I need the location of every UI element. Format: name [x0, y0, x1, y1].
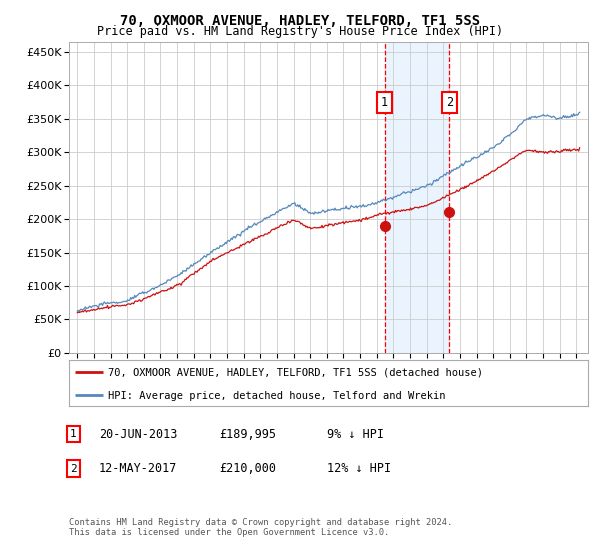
Text: 70, OXMOOR AVENUE, HADLEY, TELFORD, TF1 5SS (detached house): 70, OXMOOR AVENUE, HADLEY, TELFORD, TF1 …	[108, 368, 483, 378]
Text: 2: 2	[70, 464, 77, 474]
Text: 2: 2	[446, 96, 453, 109]
Text: £189,995: £189,995	[219, 427, 276, 441]
Text: 20-JUN-2013: 20-JUN-2013	[99, 427, 178, 441]
Text: 12% ↓ HPI: 12% ↓ HPI	[327, 462, 391, 475]
Text: 1: 1	[70, 429, 77, 439]
Text: 70, OXMOOR AVENUE, HADLEY, TELFORD, TF1 5SS: 70, OXMOOR AVENUE, HADLEY, TELFORD, TF1 …	[120, 14, 480, 28]
Text: 9% ↓ HPI: 9% ↓ HPI	[327, 427, 384, 441]
Bar	[385, 42, 449, 353]
Text: 12-MAY-2017: 12-MAY-2017	[99, 462, 178, 475]
Text: Price paid vs. HM Land Registry's House Price Index (HPI): Price paid vs. HM Land Registry's House …	[97, 25, 503, 38]
Text: £210,000: £210,000	[219, 462, 276, 475]
Text: 1: 1	[381, 96, 388, 109]
Text: HPI: Average price, detached house, Telford and Wrekin: HPI: Average price, detached house, Telf…	[108, 391, 445, 401]
Text: Contains HM Land Registry data © Crown copyright and database right 2024.
This d: Contains HM Land Registry data © Crown c…	[69, 518, 452, 538]
